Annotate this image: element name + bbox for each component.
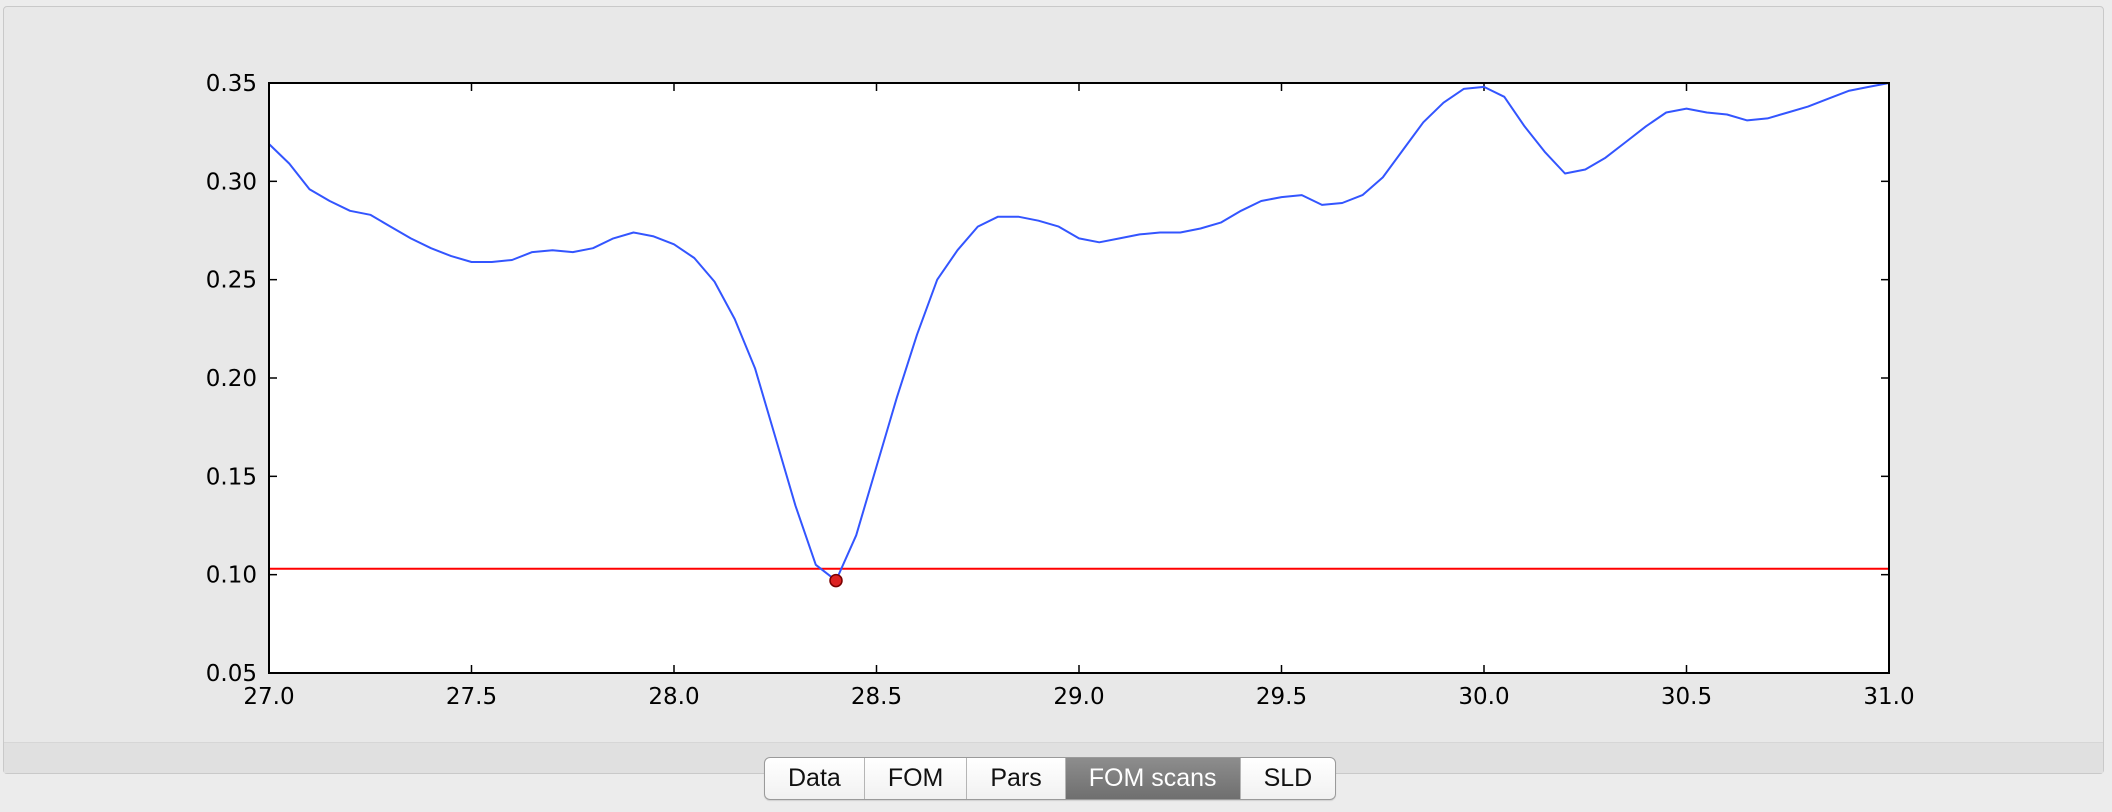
x-tick-label: 30.5 <box>1661 684 1712 710</box>
tab-fom-scans[interactable]: FOM scans <box>1065 758 1241 799</box>
x-tick-label: 31.0 <box>1863 684 1914 710</box>
tab-pars[interactable]: Pars <box>967 758 1066 799</box>
bottom-tab-bar: Data FOM Pars FOM scans SLD <box>764 757 1337 800</box>
y-tick-label: 0.15 <box>206 464 257 490</box>
y-tick-label: 0.35 <box>206 71 257 97</box>
x-tick-label: 29.0 <box>1053 684 1104 710</box>
x-tick-label: 27.0 <box>243 684 294 710</box>
y-tick-label: 0.05 <box>206 661 257 687</box>
x-tick-label: 28.0 <box>648 684 699 710</box>
y-tick-label: 0.10 <box>206 563 257 589</box>
fom-scan-series-line <box>268 82 1890 582</box>
x-tick-labels: 27.0 27.5 28.0 28.5 29.0 29.5 30.0 30.5 31.0 <box>243 684 1914 710</box>
tab-data[interactable]: Data <box>765 758 865 799</box>
plot-area <box>269 83 1889 673</box>
series-layer <box>268 82 1890 588</box>
y-tick-labels: 0.05 0.10 0.15 0.20 0.25 0.30 0.35 <box>206 71 257 687</box>
tab-fom[interactable]: FOM <box>865 758 968 799</box>
x-tick-label: 28.5 <box>851 684 902 710</box>
best-fit-marker <box>829 573 843 588</box>
x-tick-label: 29.5 <box>1256 684 1307 710</box>
y-tick-label: 0.25 <box>206 268 257 294</box>
tab-sld[interactable]: SLD <box>1263 764 1313 792</box>
y-tick-label: 0.20 <box>206 366 257 392</box>
x-tick-label: 27.5 <box>446 684 497 710</box>
y-tick-label: 0.30 <box>206 169 257 195</box>
plot-frame <box>268 82 1890 674</box>
x-tick-label: 30.0 <box>1458 684 1509 710</box>
